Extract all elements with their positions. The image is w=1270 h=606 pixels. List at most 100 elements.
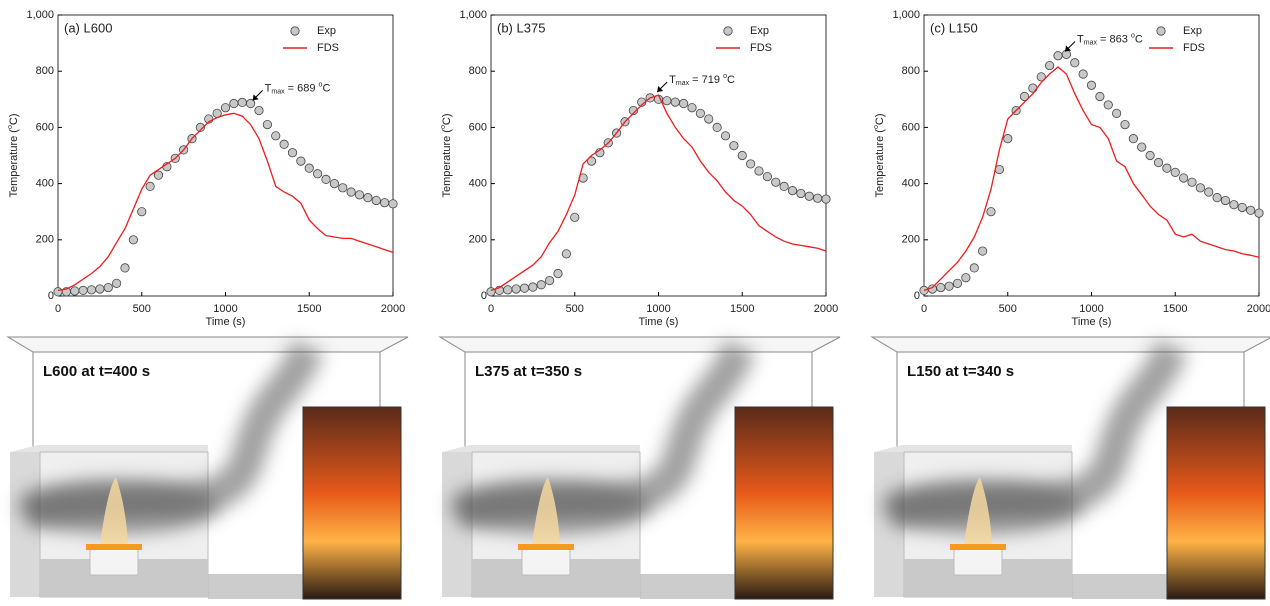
exp-marker	[1061, 49, 1071, 59]
y-axis-label-part: Temperature (	[8, 129, 20, 198]
exp-marker	[78, 285, 88, 295]
exp-marker	[1019, 91, 1030, 102]
enclosure-top	[442, 445, 640, 452]
exp-marker	[821, 194, 831, 204]
exp-marker	[737, 150, 747, 161]
exp-marker	[120, 263, 130, 273]
fds-line	[923, 66, 1260, 292]
exp-marker	[1162, 163, 1172, 173]
y-axis-label-part: Temperature (	[874, 129, 886, 198]
legend-marker	[723, 26, 733, 36]
y-tick-label: 200	[36, 234, 54, 246]
floor	[1072, 574, 1172, 599]
y-tick-label: 200	[902, 234, 920, 246]
exp-marker	[287, 148, 298, 158]
exp-marker	[53, 287, 63, 297]
render-caption: L600 at t=400 s	[43, 363, 150, 380]
exp-marker	[813, 193, 823, 203]
exp-marker	[545, 275, 555, 286]
flame	[532, 477, 560, 544]
y-tick-label: 800	[902, 65, 920, 77]
exp-marker	[695, 108, 705, 118]
exp-marker	[246, 98, 256, 109]
exp-marker	[503, 285, 513, 295]
y-tick-label: 200	[469, 234, 487, 246]
exp-marker	[969, 263, 979, 273]
exp-marker	[1237, 202, 1247, 213]
room-ceiling	[6, 336, 409, 353]
exp-marker	[229, 98, 239, 109]
exp-marker	[762, 171, 772, 182]
annotation-arrowhead	[657, 85, 664, 92]
y-axis-label: Temperature (oC)	[873, 114, 886, 198]
exp-marker	[271, 131, 281, 141]
exp-marker	[1112, 108, 1122, 118]
y-tick-label: 400	[36, 178, 54, 190]
exp-marker	[338, 183, 348, 193]
y-axis-label: Temperature (oC)	[7, 114, 20, 198]
y-tick-label: 800	[36, 65, 54, 77]
x-tick-label: 500	[999, 303, 1017, 315]
x-axis-label: Time (s)	[639, 316, 679, 328]
legend-label: FDS	[750, 42, 772, 54]
annotation-part: C	[1135, 33, 1143, 45]
fds-line	[490, 94, 827, 292]
exp-marker	[986, 207, 996, 217]
exp-marker	[363, 193, 373, 203]
exp-marker	[944, 281, 954, 291]
exp-marker	[511, 284, 521, 294]
annotation-part: T	[669, 74, 676, 86]
exp-marker	[952, 278, 963, 288]
x-tick-label: 2000	[1247, 303, 1270, 315]
exp-marker	[553, 268, 563, 279]
exp-marker	[670, 97, 680, 107]
x-tick-label: 1000	[213, 303, 237, 315]
legend-label: FDS	[317, 42, 339, 54]
exp-marker	[628, 105, 638, 116]
annotation-part: max	[1084, 40, 1098, 47]
panel-label: (b) L375	[497, 20, 545, 35]
exp-marker	[570, 212, 580, 222]
annotation-part: = 863	[1097, 33, 1131, 45]
x-tick-label: 500	[133, 303, 151, 315]
photo	[1166, 406, 1266, 600]
annotation: Tmax = 863 oC	[1077, 33, 1143, 47]
exp-marker	[195, 122, 205, 133]
annotation-part: T	[265, 82, 272, 94]
exp-marker	[1179, 173, 1189, 183]
exp-marker	[95, 284, 105, 294]
x-tick-label: 1500	[730, 303, 754, 315]
exp-marker	[1120, 119, 1130, 130]
exp-marker	[961, 273, 971, 283]
render-panel: L375 at t=350 s	[438, 336, 841, 600]
annotation-part: o	[319, 82, 323, 89]
y-axis-label-part: C)	[874, 114, 886, 126]
x-tick-label: 0	[921, 303, 927, 315]
x-tick-label: 2000	[814, 303, 838, 315]
exp-marker	[1170, 167, 1180, 177]
annotation-part: o	[1131, 33, 1135, 40]
x-tick-label: 1000	[646, 303, 670, 315]
burner-flame-base	[86, 544, 142, 550]
render-caption: L150 at t=340 s	[907, 363, 1014, 380]
exp-marker	[329, 179, 339, 189]
exp-marker	[1095, 91, 1105, 102]
exp-marker	[1145, 150, 1155, 161]
panel-label: (c) L150	[930, 20, 978, 35]
exp-marker	[561, 249, 571, 259]
y-tick-label: 600	[902, 121, 920, 133]
render-panel: L150 at t=340 s	[870, 336, 1270, 600]
legend-label: Exp	[1183, 25, 1202, 37]
exp-marker	[321, 174, 331, 184]
y-tick-label: 600	[36, 121, 54, 133]
exp-marker	[528, 282, 538, 292]
annotation-part: = 689	[285, 82, 319, 94]
exp-marker	[1028, 83, 1038, 93]
y-tick-label: 0	[914, 290, 920, 302]
burner-flame-base	[950, 544, 1006, 550]
x-tick-label: 500	[566, 303, 584, 315]
exp-marker	[771, 177, 781, 187]
exp-marker	[254, 105, 264, 116]
y-tick-label: 0	[481, 290, 487, 302]
